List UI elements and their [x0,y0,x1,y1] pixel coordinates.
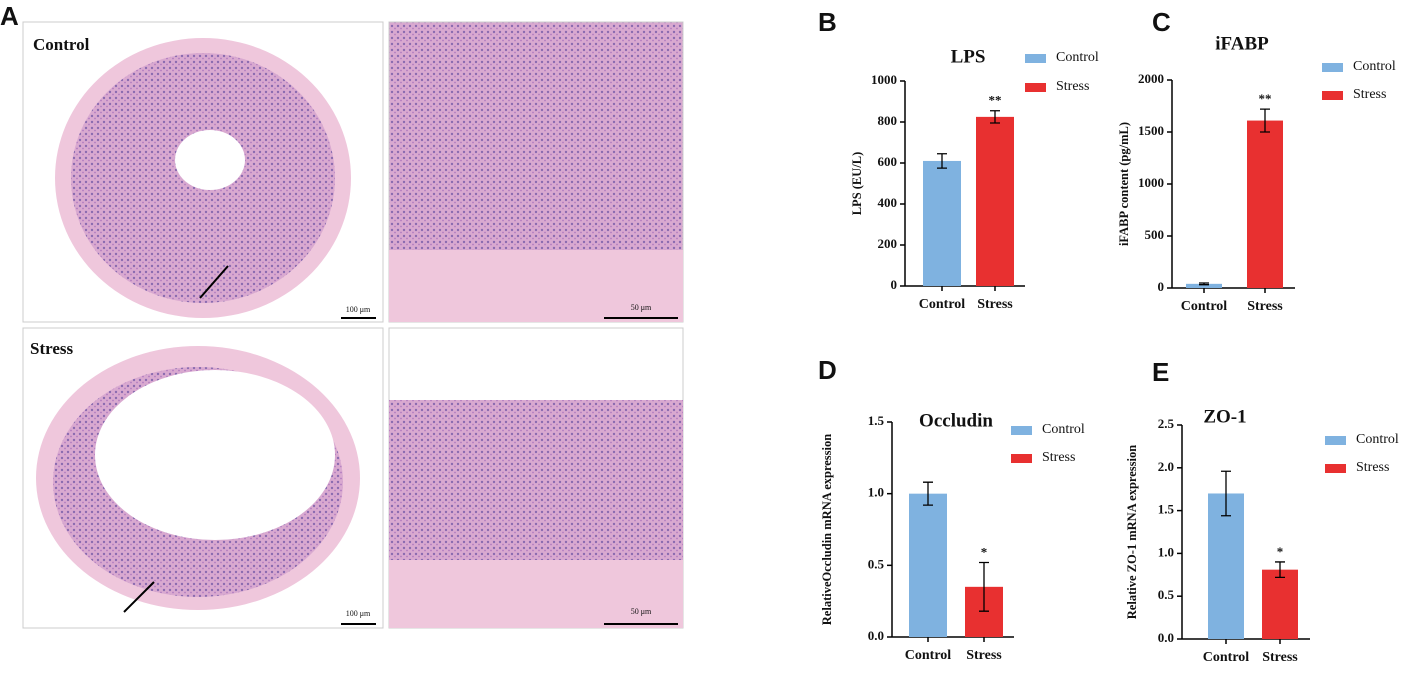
x-tick-label: Stress [1247,299,1283,314]
y-tick-label: 400 [878,195,898,210]
y-tick-label: 0.0 [868,628,884,643]
error-bar [1221,470,1231,517]
chart-title: Occludin [919,410,993,431]
bar [923,160,961,286]
y-tick-label: 2000 [1138,71,1164,86]
error-bar [1260,108,1270,133]
significance-label: ** [989,93,1002,108]
lumen [175,130,245,190]
x-tick-label: Stress [966,648,1002,663]
y-tick-label: 500 [1145,227,1165,242]
y-tick-label: 0.5 [1158,587,1175,602]
panel-letter: C [1152,7,1171,37]
lumen [95,370,335,540]
x-tick-label: Control [919,297,966,312]
legend-swatch [1011,454,1032,463]
x-tick-label: Control [1203,650,1250,665]
bar [1262,569,1298,639]
y-tick-label: 1.5 [868,413,885,428]
scale-label: 100 μm [346,305,371,314]
y-tick-label: 1000 [1138,175,1164,190]
y-tick-label: 800 [878,113,898,128]
panel-letter: E [1152,357,1169,387]
legend-swatch [1325,464,1346,473]
legend-label: Stress [1356,460,1389,475]
error-bar [923,481,933,506]
x-tick-label: Control [1181,299,1228,314]
x-tick-label: Stress [1262,650,1298,665]
legend-swatch [1325,436,1346,445]
chart-title: LPS [951,46,986,67]
legend-label: Control [1356,432,1399,447]
error-bar [990,110,1000,124]
y-tick-label: 1.5 [1158,502,1175,517]
y-tick-label: 0.0 [1158,630,1174,645]
y-tick-label: 1500 [1138,123,1164,138]
y-axis-label: RelativeOccludin mRNA expression [820,434,834,625]
significance-label: * [981,544,988,559]
image-label: Control [33,35,90,54]
image-label: Stress [30,339,74,358]
tissue [389,560,683,628]
bar [1208,493,1244,639]
bar [1186,283,1222,288]
panel-letter: D [818,355,837,385]
tissue [389,250,683,322]
y-tick-label: 0 [891,277,898,292]
arrow [199,265,229,299]
legend-label: Control [1042,422,1085,437]
legend-label: Stress [1042,450,1075,465]
y-tick-label: 1.0 [1158,544,1174,559]
error-bar [979,561,989,612]
y-tick-label: 0.5 [868,556,885,571]
bar [909,493,947,637]
chart-title: ZO-1 [1203,406,1246,427]
legend-label: Control [1056,50,1099,65]
error-bar [1199,282,1209,286]
error-bar [1275,561,1285,579]
legend-swatch [1025,54,1046,63]
bar [976,116,1014,286]
legend-label: Stress [1353,87,1386,102]
significance-label: ** [1259,91,1272,106]
histology-images [22,21,684,629]
y-axis-label: LPS (EU/L) [850,152,864,216]
panel-letter: A [0,1,19,31]
y-tick-label: 1.0 [868,485,884,500]
legend-label: Control [1353,59,1396,74]
panel-letter: B [818,7,837,37]
scale-label: 100 μm [346,609,371,618]
y-tick-label: 200 [878,236,898,251]
y-tick-label: 2.0 [1158,459,1174,474]
x-tick-label: Control [905,648,952,663]
error-bar [937,153,947,169]
y-tick-label: 2.5 [1158,416,1175,431]
legend-swatch [1011,426,1032,435]
y-axis-label: Relative ZO-1 mRNA expression [1125,445,1139,619]
arrow [123,581,155,613]
chart-title: iFABP [1215,33,1269,54]
bar [1247,120,1283,288]
scale-label: 50 μm [631,607,652,616]
y-tick-label: 600 [878,154,898,169]
legend-swatch [1025,83,1046,92]
y-tick-label: 0 [1158,279,1165,294]
legend-label: Stress [1056,79,1089,94]
scale-label: 50 μm [631,303,652,312]
y-axis-label: iFABP content (pg/mL) [1117,122,1131,246]
y-tick-label: 1000 [871,72,897,87]
x-tick-label: Stress [977,297,1013,312]
legend-swatch [1322,91,1343,100]
significance-label: * [1277,544,1284,559]
legend-swatch [1322,63,1343,72]
